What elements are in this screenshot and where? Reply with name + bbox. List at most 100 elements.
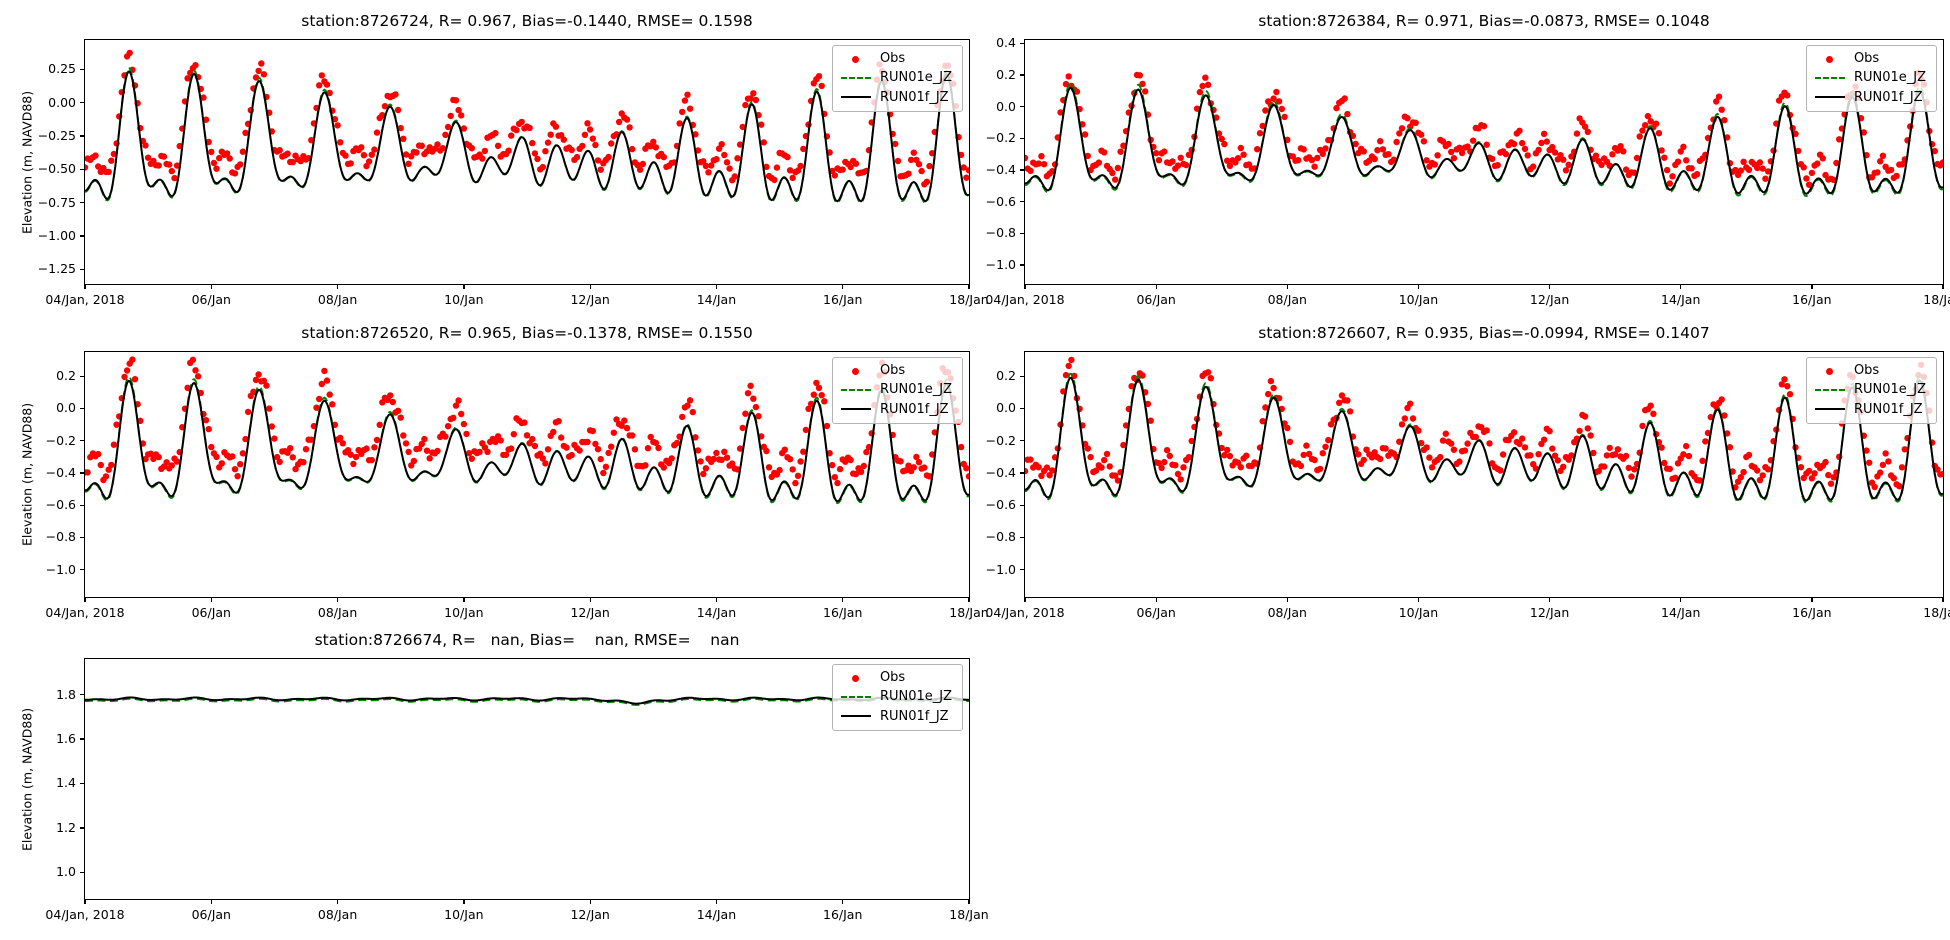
- y-tick-mark: [1020, 407, 1025, 410]
- obs-dot-icon: [841, 673, 871, 684]
- y-tick-label: −0.4: [45, 465, 76, 481]
- obs-dot-icon: [1815, 366, 1845, 377]
- plot-area: [85, 696, 969, 706]
- x-tick-mark: [463, 284, 465, 289]
- x-tick-mark: [715, 597, 718, 602]
- y-tick-label: −0.6: [985, 497, 1016, 513]
- y-tick-mark: [1020, 169, 1025, 171]
- y-tick-mark: [1020, 42, 1025, 44]
- y-tick-mark: [80, 102, 85, 104]
- legend: Obs RUN01e_JZ RUN01f_JZ: [1805, 45, 1937, 112]
- obs-dot-icon: [841, 366, 871, 377]
- subplot-title: station:8726607, R= 0.935, Bias=-0.0994,…: [1258, 324, 1710, 342]
- y-tick-label: 1.8: [56, 686, 76, 702]
- y-tick-label: −0.2: [45, 432, 76, 448]
- x-tick-label: 18/Jan: [949, 907, 989, 922]
- legend-item-run01e: RUN01e_JZ: [1814, 70, 1926, 86]
- x-tick-label: 08/Jan: [317, 292, 358, 307]
- dashed-line-icon: [1814, 73, 1845, 84]
- subplot-title: station:8726674, R= nan, Bias= nan, RMSE…: [314, 631, 740, 649]
- y-tick-label: 0.0: [56, 400, 76, 416]
- subplot-title: station:8726384, R= 0.971, Bias=-0.0873,…: [1258, 12, 1710, 30]
- x-tick-label: 12/Jan: [570, 292, 610, 307]
- x-tick-label: 14/Jan: [696, 605, 737, 620]
- y-tick-mark: [1020, 504, 1025, 506]
- y-tick-label: −0.2: [985, 432, 1016, 448]
- legend-item-run01f: RUN01f_JZ: [840, 90, 952, 105]
- legend-label: RUN01e_JZ: [1853, 382, 1926, 398]
- x-tick-mark: [1024, 284, 1026, 289]
- subplot-title: station:8726520, R= 0.965, Bias=-0.1378,…: [301, 324, 753, 342]
- x-tick-label: 16/Jan: [1792, 292, 1832, 307]
- y-tick-mark: [80, 738, 85, 740]
- y-tick-label: 0.4: [996, 35, 1016, 51]
- x-tick-label: 08/Jan: [317, 605, 358, 620]
- x-tick-label: 08/Jan: [1267, 292, 1307, 307]
- y-tick-mark: [80, 504, 85, 506]
- x-tick-label: 12/Jan: [1529, 292, 1570, 307]
- y-tick-mark: [80, 782, 85, 785]
- x-tick-label: 14/Jan: [1661, 605, 1701, 620]
- x-tick-mark: [336, 899, 339, 904]
- y-tick-mark: [1020, 74, 1025, 76]
- x-tick-label: 06/Jan: [191, 292, 231, 307]
- plot-area: [1025, 356, 1943, 504]
- x-tick-mark: [1942, 597, 1944, 602]
- y-tick-mark: [1020, 201, 1025, 203]
- legend-item-run01f: RUN01f_JZ: [840, 402, 952, 417]
- legend-item-run01e: RUN01e_JZ: [840, 382, 952, 397]
- y-tick-label: 0.0: [996, 98, 1016, 114]
- y-tick-label: 1.4: [56, 775, 76, 791]
- y-tick-label: −1.0: [985, 561, 1016, 577]
- y-tick-label: −0.50: [37, 161, 76, 177]
- x-tick-label: 10/Jan: [444, 292, 484, 307]
- x-tick-mark: [1024, 597, 1026, 602]
- y-tick-mark: [80, 827, 85, 829]
- y-tick-mark: [1020, 472, 1025, 474]
- legend-item-run01f: RUN01f_JZ: [840, 709, 952, 724]
- obs-scatter-series: [85, 49, 969, 188]
- x-tick-label: 08/Jan: [317, 907, 358, 922]
- x-tick-mark: [84, 284, 86, 289]
- y-tick-mark: [1020, 264, 1025, 266]
- plot-area: [85, 356, 969, 505]
- y-tick-label: −0.6: [985, 193, 1016, 209]
- solid-line-icon: [840, 404, 871, 415]
- x-tick-label: 04/Jan, 2018: [45, 292, 125, 307]
- x-tick-label: 08/Jan: [1267, 605, 1307, 620]
- y-tick-mark: [80, 202, 85, 204]
- x-tick-mark: [968, 597, 970, 602]
- run01f-solid-line-series: [1025, 86, 1943, 195]
- y-tick-mark: [80, 871, 85, 874]
- x-tick-label: 10/Jan: [1398, 292, 1439, 307]
- x-tick-mark: [715, 284, 718, 289]
- x-tick-mark: [84, 899, 86, 904]
- run01f-solid-line-series: [1025, 376, 1943, 502]
- x-tick-label: 10/Jan: [1398, 605, 1439, 620]
- solid-line-icon: [1814, 92, 1845, 103]
- x-tick-mark: [842, 899, 844, 904]
- x-tick-label: 14/Jan: [1661, 292, 1701, 307]
- x-tick-mark: [968, 284, 970, 289]
- x-tick-mark: [210, 284, 212, 289]
- x-tick-mark: [1811, 284, 1813, 289]
- y-tick-label: −0.2: [985, 130, 1016, 146]
- x-tick-label: 16/Jan: [823, 907, 863, 922]
- y-tick-mark: [1020, 568, 1025, 571]
- x-tick-mark: [1548, 597, 1551, 602]
- dashed-line-icon: [840, 692, 871, 703]
- x-tick-mark: [1155, 284, 1157, 289]
- legend-label: RUN01f_JZ: [1853, 401, 1923, 417]
- plot-area: [85, 49, 969, 204]
- x-tick-label: 06/Jan: [1136, 292, 1176, 307]
- legend-label: RUN01e_JZ: [879, 689, 952, 705]
- run01f-solid-line-series: [85, 70, 969, 203]
- x-tick-mark: [463, 899, 465, 904]
- y-tick-mark: [80, 268, 85, 271]
- y-tick-label: −1.0: [45, 561, 76, 577]
- y-tick-label: −1.0: [985, 257, 1016, 273]
- legend-label: Obs: [1853, 363, 1880, 378]
- legend-label: RUN01e_JZ: [1853, 70, 1926, 86]
- y-tick-label: −0.8: [45, 529, 76, 545]
- legend-label: RUN01f_JZ: [1853, 89, 1923, 105]
